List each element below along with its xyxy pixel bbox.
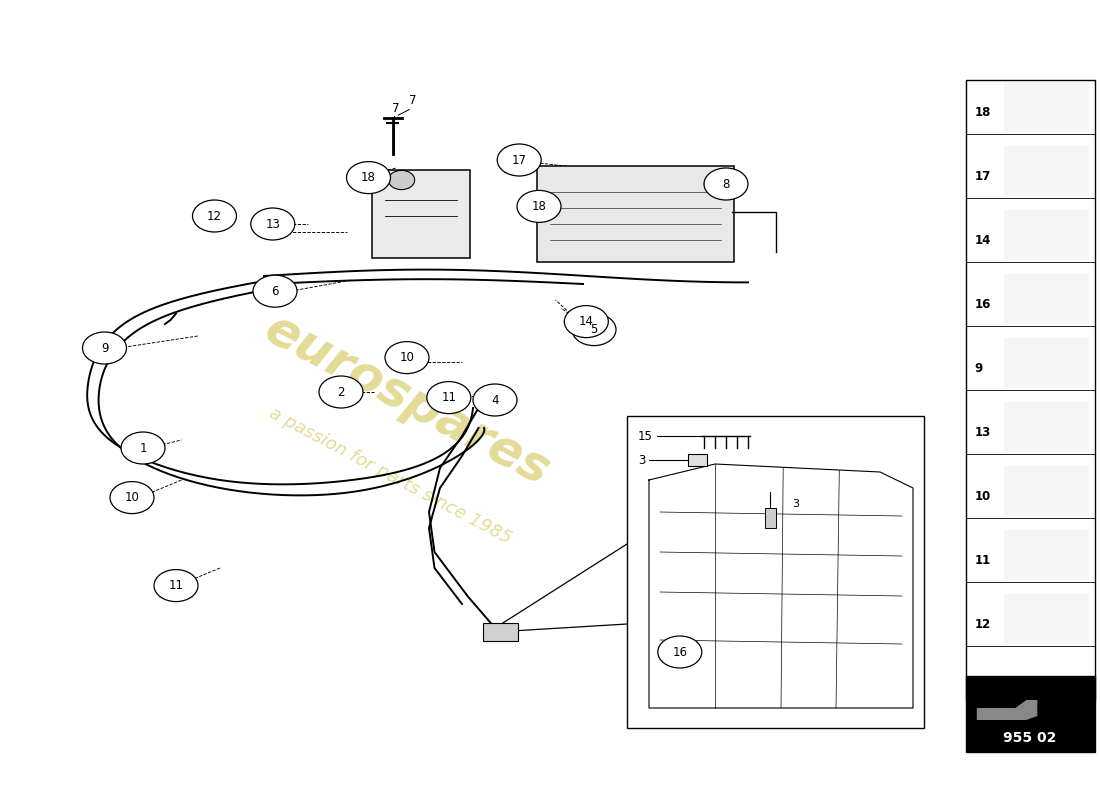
Text: a passion for parts since 1985: a passion for parts since 1985 — [266, 404, 515, 548]
Text: 2: 2 — [338, 386, 344, 398]
FancyBboxPatch shape — [1004, 466, 1089, 516]
FancyBboxPatch shape — [477, 394, 507, 410]
Text: 955 02: 955 02 — [1003, 730, 1057, 745]
Text: 11: 11 — [441, 391, 456, 404]
Text: 10: 10 — [975, 490, 991, 502]
FancyBboxPatch shape — [1004, 274, 1089, 324]
Text: 17: 17 — [975, 170, 991, 182]
Text: 18: 18 — [531, 200, 547, 213]
Text: 18: 18 — [975, 106, 991, 118]
Circle shape — [704, 168, 748, 200]
Circle shape — [154, 570, 198, 602]
FancyBboxPatch shape — [1004, 146, 1089, 196]
FancyBboxPatch shape — [1004, 530, 1089, 580]
Text: 5: 5 — [591, 323, 597, 336]
Circle shape — [572, 314, 616, 346]
Text: 16: 16 — [672, 646, 688, 658]
Circle shape — [497, 144, 541, 176]
FancyBboxPatch shape — [1004, 338, 1089, 388]
Circle shape — [253, 275, 297, 307]
Text: 12: 12 — [975, 618, 991, 630]
Circle shape — [658, 636, 702, 668]
Text: 11: 11 — [168, 579, 184, 592]
FancyBboxPatch shape — [537, 166, 734, 262]
FancyBboxPatch shape — [627, 416, 924, 728]
Circle shape — [385, 342, 429, 374]
Circle shape — [388, 170, 415, 190]
Circle shape — [346, 162, 390, 194]
FancyBboxPatch shape — [966, 676, 1094, 752]
Circle shape — [192, 200, 236, 232]
Text: 4: 4 — [492, 394, 498, 406]
Text: eurospares: eurospares — [256, 305, 558, 495]
Text: 12: 12 — [207, 210, 222, 222]
Circle shape — [473, 384, 517, 416]
Text: 14: 14 — [579, 315, 594, 328]
Text: 1: 1 — [140, 442, 146, 454]
FancyBboxPatch shape — [764, 508, 776, 528]
Text: 8: 8 — [723, 178, 729, 190]
Polygon shape — [977, 700, 1037, 720]
Text: 3: 3 — [792, 499, 799, 509]
Text: 10: 10 — [124, 491, 140, 504]
FancyBboxPatch shape — [688, 454, 707, 466]
FancyBboxPatch shape — [483, 623, 518, 641]
Text: 13: 13 — [975, 426, 991, 438]
Text: 11: 11 — [975, 554, 991, 566]
Text: 6: 6 — [272, 285, 278, 298]
Circle shape — [517, 190, 561, 222]
Text: 7: 7 — [393, 102, 399, 114]
FancyBboxPatch shape — [1004, 82, 1089, 132]
Text: 9: 9 — [975, 362, 983, 374]
Text: 13: 13 — [265, 218, 280, 230]
Circle shape — [110, 482, 154, 514]
Circle shape — [82, 332, 126, 364]
Text: 7: 7 — [409, 94, 416, 107]
FancyBboxPatch shape — [1004, 210, 1089, 260]
Circle shape — [319, 376, 363, 408]
Text: 10: 10 — [399, 351, 415, 364]
FancyBboxPatch shape — [1004, 594, 1089, 644]
Text: 17: 17 — [512, 154, 527, 166]
Circle shape — [564, 306, 608, 338]
FancyBboxPatch shape — [966, 80, 1094, 700]
Text: 3: 3 — [638, 454, 646, 466]
Circle shape — [427, 382, 471, 414]
Text: 15: 15 — [638, 430, 653, 442]
Circle shape — [251, 208, 295, 240]
Circle shape — [121, 432, 165, 464]
Text: 9: 9 — [101, 342, 108, 354]
Text: 18: 18 — [361, 171, 376, 184]
Text: 16: 16 — [975, 298, 991, 310]
Text: 14: 14 — [975, 234, 991, 246]
FancyBboxPatch shape — [372, 170, 470, 258]
FancyBboxPatch shape — [1004, 402, 1089, 452]
